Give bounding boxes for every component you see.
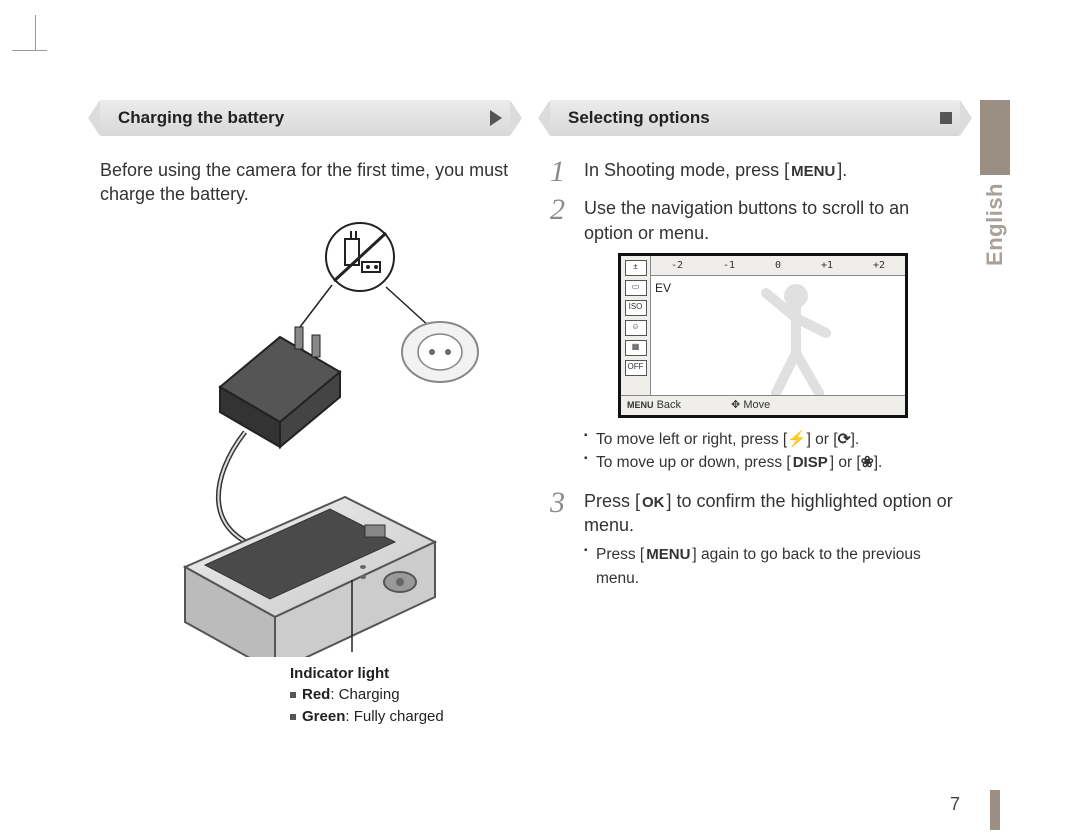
lcd-icon-strip: ± ▭ ISO ☺ ▦ OFF xyxy=(621,256,651,415)
lcd-icon: ISO xyxy=(625,300,647,316)
indicator-title: Indicator light xyxy=(290,665,389,682)
lcd-icon: ☺ xyxy=(625,320,647,336)
lcd-icon: OFF xyxy=(625,360,647,376)
steps-list: In Shooting mode, press [MENU]. Use the … xyxy=(550,158,960,590)
tab-color-block xyxy=(980,100,1010,175)
heading-selecting: Selecting options xyxy=(550,100,960,136)
step-3: Press [OK] to confirm the highlighted op… xyxy=(550,489,960,590)
indicator-green-text: : Fully charged xyxy=(345,708,443,725)
lcd-icon: ▦ xyxy=(625,340,647,356)
step-2: Use the navigation buttons to scroll to … xyxy=(550,196,960,474)
lcd-ev-label: EV xyxy=(655,280,671,296)
menu-button-label: MENU xyxy=(789,163,837,180)
lcd-silhouette xyxy=(741,278,851,398)
heading-charging: Charging the battery xyxy=(100,100,510,136)
ribbon-play-icon xyxy=(490,110,502,126)
step3-notes: Press [MENU] again to go back to the pre… xyxy=(584,543,960,590)
lcd-bottom-bar: MENU Back ✥ Move xyxy=(621,395,905,415)
note-move-ud: To move up or down, press [DISP] or [❀]. xyxy=(584,451,960,475)
lcd-icon: ▭ xyxy=(625,280,647,296)
manual-page: English Charging the battery Before usin… xyxy=(100,100,1000,800)
indicator-red-text: : Charging xyxy=(330,686,399,703)
page-number: 7 xyxy=(950,794,960,815)
indicator-green-label: Green xyxy=(302,708,345,725)
ok-button-label: OK xyxy=(640,494,667,511)
lcd-icon: ± xyxy=(625,260,647,276)
ribbon-stop-icon xyxy=(940,112,952,124)
indicator-red-label: Red xyxy=(302,686,330,703)
timer-icon: ⟳ xyxy=(838,431,851,448)
charging-intro: Before using the camera for the first ti… xyxy=(100,158,510,207)
charging-illustration xyxy=(100,217,510,657)
flash-icon: ⚡ xyxy=(787,431,806,448)
note-back: Press [MENU] again to go back to the pre… xyxy=(584,543,960,590)
note-move-lr: To move left or right, press [⚡] or [⟳]. xyxy=(584,428,960,451)
step-1: In Shooting mode, press [MENU]. xyxy=(550,158,960,182)
heading-selecting-text: Selecting options xyxy=(568,108,710,128)
step2-notes: To move left or right, press [⚡] or [⟳].… xyxy=(584,428,960,475)
lcd-screenshot: ± ▭ ISO ☺ ▦ OFF -2 -1 0 +1 +2 xyxy=(618,253,908,418)
disp-button-label: DISP xyxy=(791,454,830,471)
lcd-ev-scale: -2 -1 0 +1 +2 xyxy=(651,256,905,276)
tab-language-label: English xyxy=(982,183,1008,266)
tab-bottom-mark xyxy=(990,790,1000,830)
right-column: Selecting options In Shooting mode, pres… xyxy=(550,100,960,728)
menu-button-label-2: MENU xyxy=(644,546,692,563)
macro-icon: ❀ xyxy=(861,454,874,471)
indicator-light-block: Indicator light Red: Charging Green: Ful… xyxy=(290,663,510,728)
language-tab: English xyxy=(980,100,1010,830)
heading-charging-text: Charging the battery xyxy=(118,108,284,128)
crop-mark-horizontal xyxy=(12,50,47,51)
left-column: Charging the battery Before using the ca… xyxy=(100,100,510,728)
crop-mark-vertical xyxy=(35,15,36,50)
